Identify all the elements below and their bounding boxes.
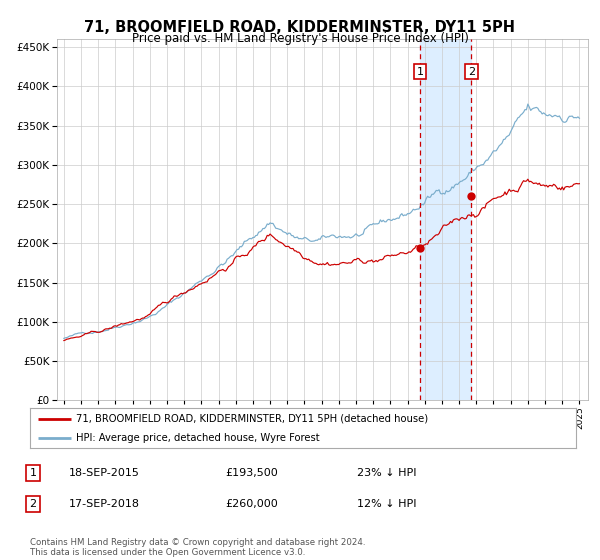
Text: Price paid vs. HM Land Registry's House Price Index (HPI): Price paid vs. HM Land Registry's House … xyxy=(131,32,469,45)
Text: HPI: Average price, detached house, Wyre Forest: HPI: Average price, detached house, Wyre… xyxy=(76,433,320,443)
Text: 2: 2 xyxy=(468,67,475,77)
Bar xyxy=(420,39,472,400)
Text: £193,500: £193,500 xyxy=(225,468,278,478)
Text: 17-SEP-2018: 17-SEP-2018 xyxy=(69,499,140,509)
Text: £260,000: £260,000 xyxy=(225,499,278,509)
Text: 12% ↓ HPI: 12% ↓ HPI xyxy=(357,499,416,509)
Text: 18-SEP-2015: 18-SEP-2015 xyxy=(69,468,140,478)
Text: 2: 2 xyxy=(29,499,37,509)
Text: Contains HM Land Registry data © Crown copyright and database right 2024.
This d: Contains HM Land Registry data © Crown c… xyxy=(30,538,365,557)
Text: 71, BROOMFIELD ROAD, KIDDERMINSTER, DY11 5PH (detached house): 71, BROOMFIELD ROAD, KIDDERMINSTER, DY11… xyxy=(76,414,428,424)
Text: 23% ↓ HPI: 23% ↓ HPI xyxy=(357,468,416,478)
Text: 1: 1 xyxy=(416,67,424,77)
Text: 71, BROOMFIELD ROAD, KIDDERMINSTER, DY11 5PH: 71, BROOMFIELD ROAD, KIDDERMINSTER, DY11… xyxy=(85,20,515,35)
Text: 1: 1 xyxy=(29,468,37,478)
